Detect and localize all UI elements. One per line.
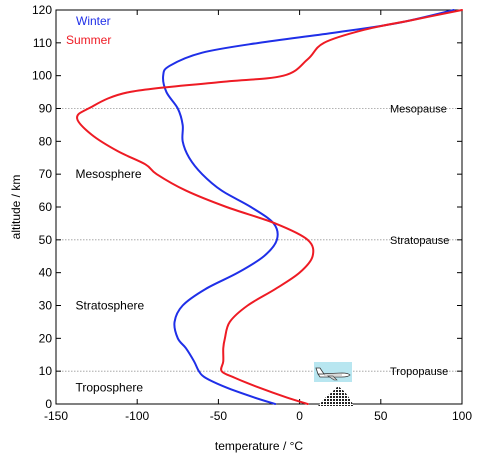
- x-tick-label: 50: [374, 409, 388, 423]
- layer-label-stratosphere: Stratosphere: [75, 299, 144, 313]
- y-tick-label: 10: [39, 364, 53, 378]
- reference-label-mesopause: Mesopause: [390, 104, 447, 116]
- x-tick-label: 0: [296, 409, 303, 423]
- x-tick-label: 100: [452, 409, 472, 423]
- reference-label-tropopause: Tropopause: [390, 366, 448, 378]
- series-lines: [76, 9, 463, 405]
- y-tick-label: 30: [39, 299, 53, 313]
- layer-label-troposphere: Troposphere: [75, 381, 143, 395]
- legend-summer: Summer: [66, 33, 111, 47]
- y-tick-label: 50: [39, 233, 53, 247]
- annotation-labels: Tropopause Stratopause Mesopause Tropospher…: [75, 104, 449, 395]
- series-line-summer: [76, 9, 463, 405]
- plot-frame: [55, 9, 463, 405]
- airplane-icon: [314, 362, 352, 382]
- x-tick-label: -150: [44, 409, 68, 423]
- layer-label-mesosphere: Mesosphere: [75, 167, 141, 181]
- x-tick-label: -100: [125, 409, 149, 423]
- y-tick-label: 100: [32, 69, 52, 83]
- x-axis-title: temperature / °C: [215, 439, 304, 453]
- y-tick-label: 0: [45, 397, 52, 411]
- y-tick-label: 60: [39, 200, 53, 214]
- reference-label-stratopause: Stratopause: [390, 235, 449, 247]
- y-axis-title: altitude / km: [9, 175, 23, 240]
- y-tick-label: 80: [39, 134, 53, 148]
- legend-winter: Winter: [76, 14, 111, 28]
- x-tick-label: -50: [210, 409, 228, 423]
- y-tick-label: 90: [39, 102, 53, 116]
- series-line-winter: [162, 9, 455, 405]
- y-tick-label: 70: [39, 167, 53, 181]
- mountain-icon: [318, 386, 354, 406]
- y-tick-label: 40: [39, 266, 53, 280]
- y-tick-label: 120: [32, 3, 52, 17]
- y-tick-label: 20: [39, 331, 53, 345]
- y-tick-label: 110: [33, 36, 52, 50]
- axis-ticks: -150 -100 -50 0 50 100 0 10 20 30 40 50 60 70 80 90 100 1…: [32, 3, 472, 423]
